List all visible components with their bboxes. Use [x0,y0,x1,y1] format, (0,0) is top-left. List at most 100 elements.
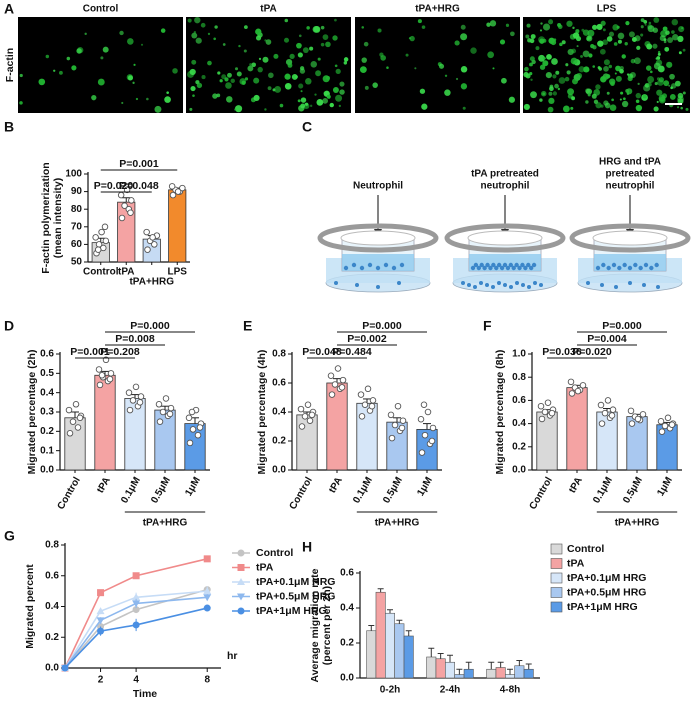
neutrophil [488,265,493,271]
data-point [297,405,305,413]
column-title: LPS [597,4,617,15]
x-tick-label: 2 [98,675,104,686]
cell [671,30,675,34]
data-point [628,420,636,427]
legend-swatch [550,558,563,569]
data-point [151,241,158,248]
legend-label: tPA+0.5μM HRG [567,586,646,598]
cell [222,43,226,46]
cell [272,88,276,92]
data-point [567,378,575,386]
cell [678,51,682,55]
y-tick-label: 0.8 [45,540,59,551]
neutrophil [359,265,365,271]
data-point [664,414,672,422]
bar [445,661,455,679]
data-point [388,434,396,442]
migrated-cell [503,283,507,287]
cell [635,104,643,112]
cell [611,98,614,102]
cell [670,86,674,90]
cell [572,26,575,30]
cell [558,77,566,84]
panel-letter: B [4,119,14,135]
data-point [174,188,182,195]
series-line [64,558,208,669]
p-value: P=0.208 [100,346,140,358]
data-point [334,365,342,372]
cell [525,73,531,79]
cell [332,86,339,93]
cell [243,25,248,30]
cell [329,102,334,108]
cell [386,66,389,69]
data-point [301,413,309,420]
cell [545,72,552,79]
cell [530,78,533,81]
y-axis-label: Migrated percentage (8h) [494,350,506,475]
neutrophil [343,265,349,271]
rim [569,223,691,253]
cell [605,74,611,79]
cell [300,97,307,103]
cell [653,17,660,23]
cell [576,45,579,48]
data-point [107,370,115,377]
cell [234,67,239,71]
cell [305,78,312,85]
cell [585,88,593,95]
cell [91,95,97,101]
cell [634,35,641,42]
y-tick-label: 0.6 [45,570,59,581]
series-line [64,590,208,669]
cell [547,106,554,113]
bar [403,635,414,679]
bar [566,387,588,471]
migrated-cell [539,283,543,287]
cell [603,65,609,72]
cell [326,94,331,99]
cell [524,66,529,72]
cell [343,57,349,62]
well-label: neutrophil [481,181,530,192]
well-label: neutrophil [606,181,655,192]
marker [132,606,140,614]
cell [656,89,663,96]
bar [296,414,318,471]
cell [636,45,641,50]
cell [241,80,246,85]
cell [470,47,477,54]
cell [283,37,290,43]
cell [548,91,553,96]
cell [279,103,284,108]
cell [325,91,329,95]
cell [45,54,50,59]
cell [529,62,533,67]
y-tick-label: 80 [71,204,83,215]
y-tick-label: 0.3 [40,407,54,418]
data-point [125,389,133,396]
neutrophil [528,265,534,271]
p-value: P=0.020 [572,346,612,358]
neutrophil [485,262,490,268]
data-point [168,183,176,190]
y-axis-label: Migrated percent [24,564,36,649]
cell [682,48,686,52]
cell [284,73,291,80]
data-point [149,234,156,241]
marker [237,564,245,571]
cell [603,59,610,66]
x-tick-label: tPA [118,267,134,278]
cell [633,57,641,65]
cell [253,77,260,84]
data-point [608,412,616,419]
cell [597,40,604,47]
data-point [339,376,347,384]
cell [678,25,685,33]
cell [372,82,378,88]
cell [540,22,543,25]
data-point [126,406,134,414]
group-label: tPA+HRG [615,518,660,529]
cell [559,42,563,47]
cell [268,72,274,79]
